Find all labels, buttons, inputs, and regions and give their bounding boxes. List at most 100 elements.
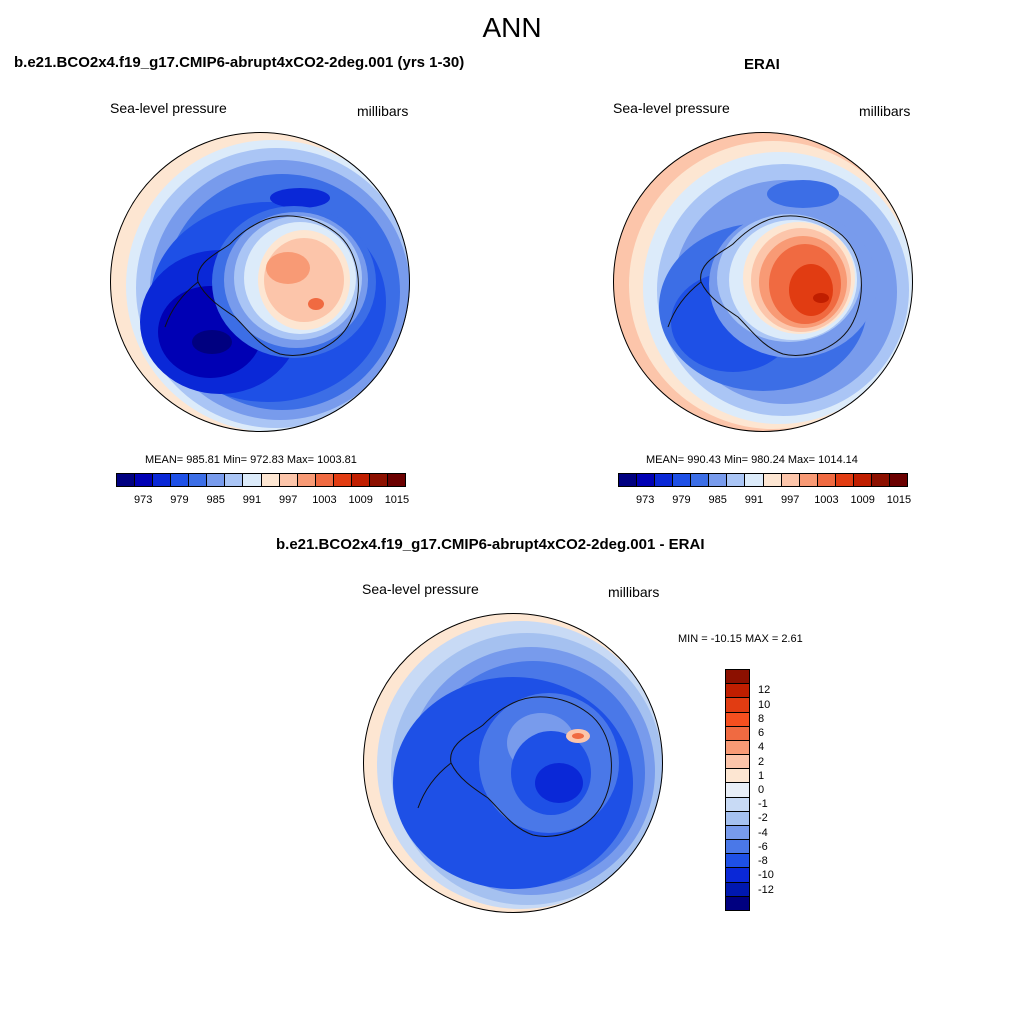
diff-colorbar-label: -4: [758, 826, 768, 839]
obs-colorbar-box: [619, 474, 638, 486]
obs-colorbar-box: [799, 474, 818, 486]
diff-colorbar-box: [726, 896, 749, 910]
obs-colorbar-box: [637, 474, 656, 486]
obs-map: [613, 132, 913, 432]
model-colorbar-tick: 985: [206, 494, 225, 506]
model-colorbar-box: [333, 474, 352, 486]
diff-variable-label: Sea-level pressure: [362, 581, 479, 597]
model-colorbar-box: [351, 474, 370, 486]
obs-colorbar-box: [817, 474, 836, 486]
obs-colorbar-box: [709, 474, 728, 486]
obs-colorbar-tick: 997: [781, 494, 800, 506]
model-colorbar: [116, 473, 406, 487]
obs-colorbar-box: [673, 474, 692, 486]
obs-colorbar-box: [889, 474, 907, 486]
diff-colorbar-label: -12: [758, 883, 774, 896]
diff-units-label: millibars: [608, 584, 660, 600]
obs-colorbar-tick: 1003: [814, 494, 839, 506]
diff-colorbar-labels: 12 10 8 6 4 2 1 0 -1 -2 -4 -6 -8 -10 -12: [758, 669, 798, 911]
model-colorbar-tick: 973: [134, 494, 153, 506]
diff-colorbar-label: 6: [758, 727, 765, 740]
model-colorbar-box: [261, 474, 280, 486]
diff-colorbar-label: 12: [758, 684, 771, 697]
diff-colorbar-box: [726, 684, 749, 699]
model-colorbar-box: [369, 474, 388, 486]
diff-colorbar-box: [726, 740, 749, 756]
model-colorbar-tick: 1009: [348, 494, 373, 506]
model-colorbar-box: [387, 474, 405, 486]
obs-colorbar-box: [691, 474, 710, 486]
diff-colorbar-box: [726, 755, 749, 770]
obs-colorbar-box: [835, 474, 854, 486]
obs-colorbar-tick: 1009: [850, 494, 875, 506]
season-title: ANN: [482, 12, 542, 43]
diff-colorbar-label: 10: [758, 698, 771, 711]
model-panel-title: b.e21.BCO2x4.f19_g17.CMIP6-abrupt4xCO2-2…: [14, 54, 465, 71]
obs-colorbar-box: [781, 474, 800, 486]
diff-colorbar-label: 1: [758, 769, 765, 782]
model-colorbar-tick: 979: [170, 494, 189, 506]
diff-colorbar-box: [726, 783, 749, 798]
model-colorbar-tick: 997: [279, 494, 298, 506]
diff-colorbar-label: -6: [758, 840, 768, 853]
obs-panel-title: ERAI: [744, 56, 780, 73]
obs-colorbar-tick: 979: [672, 494, 691, 506]
diff-colorbar-box: [726, 726, 749, 741]
obs-colorbar-box: [853, 474, 872, 486]
diff-colorbar-box: [726, 825, 749, 841]
diff-colorbar-box: [726, 811, 749, 826]
model-colorbar-box: [225, 474, 244, 486]
model-colorbar-box: [117, 474, 136, 486]
obs-stats: MEAN= 990.43 Min= 980.24 Max= 1014.14: [646, 454, 858, 466]
diff-colorbar-label: -2: [758, 812, 768, 825]
diff-colorbar-box: [726, 868, 749, 883]
model-colorbar-box: [135, 474, 154, 486]
diff-panel-title: b.e21.BCO2x4.f19_g17.CMIP6-abrupt4xCO2-2…: [276, 536, 705, 553]
diff-colorbar-label: -1: [758, 798, 768, 811]
obs-colorbar-tick: 1015: [886, 494, 912, 506]
obs-colorbar-tick: 985: [708, 494, 727, 506]
diff-colorbar: [725, 669, 750, 911]
model-variable-label: Sea-level pressure: [110, 100, 227, 116]
model-colorbar-tick: 1003: [312, 494, 337, 506]
diff-colorbar-label: 8: [758, 712, 765, 725]
diff-colorbar-box: [726, 769, 749, 784]
diff-colorbar-box: [726, 840, 749, 855]
diff-colorbar-label: -8: [758, 855, 768, 868]
obs-colorbar-tick: 973: [636, 494, 655, 506]
diff-colorbar-label: 0: [758, 784, 765, 796]
diff-colorbar-box: [726, 797, 749, 812]
obs-colorbar: [618, 473, 908, 487]
diff-colorbar-box: [726, 698, 749, 713]
diff-colorbar-box: [726, 712, 749, 727]
obs-units-label: millibars: [859, 103, 911, 119]
model-colorbar-box: [279, 474, 298, 486]
model-colorbar-tick: 1015: [384, 494, 410, 506]
model-map: [110, 132, 410, 432]
diff-colorbar-label: 4: [758, 741, 765, 754]
model-colorbar-box: [297, 474, 316, 486]
model-colorbar-box: [153, 474, 172, 486]
diff-colorbar-label: -10: [758, 869, 774, 882]
model-colorbar-box: [189, 474, 208, 486]
model-colorbar-box: [243, 474, 262, 486]
diff-stats: MIN = -10.15 MAX = 2.61: [678, 633, 803, 645]
obs-colorbar-tick: 991: [744, 494, 764, 506]
model-colorbar-box: [171, 474, 190, 486]
diff-map: [363, 613, 663, 913]
obs-variable-label: Sea-level pressure: [613, 100, 730, 116]
model-stats: MEAN= 985.81 Min= 972.83 Max= 1003.81: [145, 454, 357, 466]
diff-colorbar-label: 2: [758, 755, 765, 768]
model-colorbar-box: [315, 474, 334, 486]
model-units-label: millibars: [357, 103, 409, 119]
diff-colorbar-box: [726, 882, 749, 897]
obs-colorbar-box: [655, 474, 674, 486]
obs-colorbar-box: [727, 474, 746, 486]
obs-colorbar-box: [763, 474, 782, 486]
model-colorbar-box: [207, 474, 226, 486]
model-colorbar-tick: 991: [242, 494, 262, 506]
diff-colorbar-box: [726, 670, 749, 685]
obs-colorbar-box: [745, 474, 764, 486]
diff-colorbar-box: [726, 854, 749, 869]
obs-colorbar-box: [871, 474, 890, 486]
